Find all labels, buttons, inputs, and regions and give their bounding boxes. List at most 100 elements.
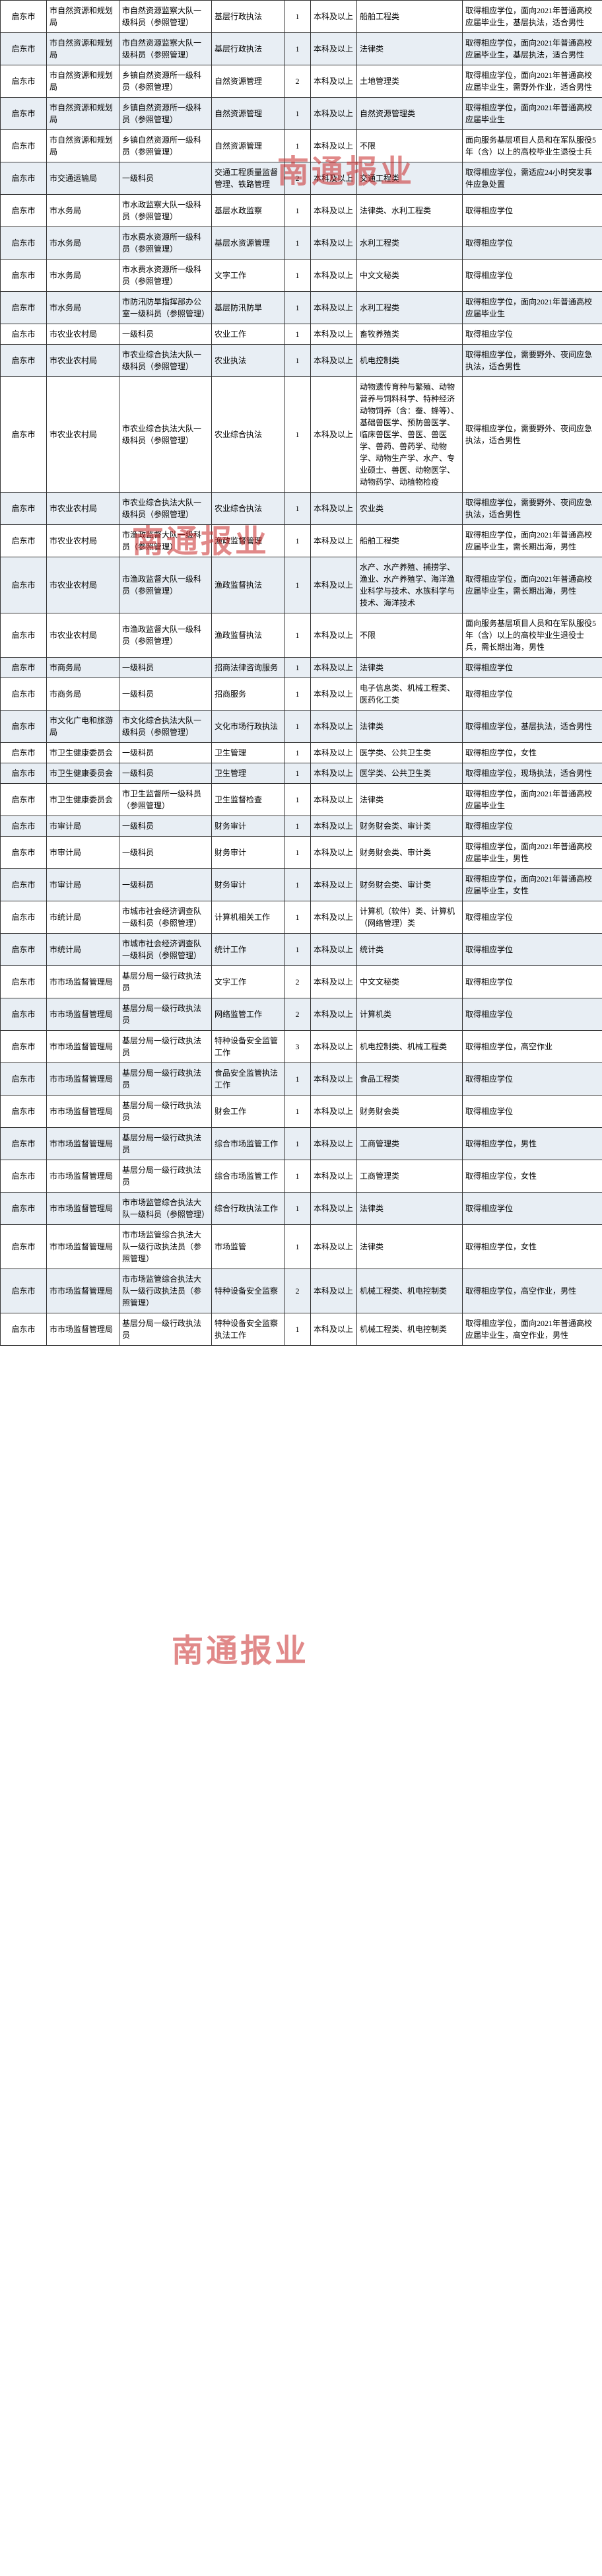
table-cell: 启东市 [1,377,47,493]
table-cell: 交通工程质量监督管理、铁路管理 [212,162,284,195]
table-row: 启东市市卫生健康委员会市卫生监督所一级科员（参照管理）卫生监督检查1本科及以上法… [1,784,602,816]
table-cell: 本科及以上 [311,1269,357,1313]
table-cell: 市卫生健康委员会 [47,743,119,763]
table-cell: 本科及以上 [311,557,357,613]
table-cell: 2 [284,966,311,998]
table-cell: 启东市 [1,557,47,613]
table-cell: 综合行政执法工作 [212,1193,284,1225]
table-cell: 法律类、水利工程类 [357,195,463,227]
table-cell: 取得相应学位 [463,1096,602,1128]
table-cell: 自然资源管理类 [357,98,463,130]
table-cell: 市商务局 [47,678,119,711]
table-cell: 法律类 [357,33,463,65]
table-cell: 市农业综合执法大队一级科员（参照管理） [119,345,212,377]
watermark: 南通报业 [172,1624,309,1671]
table-cell: 法律类 [357,784,463,816]
table-cell: 面向服务基层项目人员和在军队服役5年（含）以上的高校毕业生退役士兵，需长期出海，… [463,613,602,658]
table-cell: 1 [284,493,311,525]
table-cell: 本科及以上 [311,130,357,162]
table-cell: 取得相应学位，女性 [463,1160,602,1193]
table-cell: 中文文秘类 [357,260,463,292]
table-cell: 财务财会类、审计类 [357,816,463,837]
table-cell: 1 [284,227,311,260]
table-cell: 取得相应学位 [463,260,602,292]
table-cell: 市市场监督管理局 [47,1313,119,1346]
table-cell: 取得相应学位，面向2021年普通高校应届毕业生 [463,784,602,816]
table-row: 启东市市卫生健康委员会一级科员卫生管理1本科及以上医学类、公共卫生类取得相应学位… [1,763,602,784]
table-cell: 取得相应学位，面向2021年普通高校应届毕业生，高空作业，男性 [463,1313,602,1346]
table-row: 启东市市农业农村局市渔政监督大队一级科员（参照管理）渔政监督管理1本科及以上船舶… [1,525,602,557]
table-cell: 启东市 [1,260,47,292]
table-cell: 自然资源管理 [212,98,284,130]
table-row: 启东市市自然资源和规划局乡镇自然资源所一级科员（参照管理）自然资源管理1本科及以… [1,130,602,162]
table-cell: 市渔政监督大队一级科员（参照管理） [119,557,212,613]
table-cell: 一级科员 [119,678,212,711]
table-cell: 取得相应学位，男性 [463,1128,602,1160]
table-cell: 市农业农村局 [47,324,119,345]
table-cell: 取得相应学位，面向2021年普通高校应届毕业生 [463,292,602,324]
table-cell: 市水务局 [47,292,119,324]
table-cell: 取得相应学位，面向2021年普通高校应届毕业生，基层执法，适合男性 [463,1,602,33]
table-cell: 本科及以上 [311,613,357,658]
table-cell: 中文文秘类 [357,966,463,998]
table-cell: 启东市 [1,613,47,658]
table-cell: 基层分局一级行政执法员 [119,1063,212,1096]
table-cell: 启东市 [1,1160,47,1193]
table-cell: 市水务局 [47,227,119,260]
table-cell: 市防汛防旱指挥部办公室一级科员（参照管理） [119,292,212,324]
table-cell: 市审计局 [47,837,119,869]
table-cell: 市农业农村局 [47,345,119,377]
table-cell: 1 [284,743,311,763]
table-row: 启东市市审计局一级科员财务审计1本科及以上财务财会类、审计类取得相应学位，面向2… [1,869,602,901]
table-cell: 一级科员 [119,816,212,837]
table-cell: 市交通运输局 [47,162,119,195]
recruitment-table: 启东市市自然资源和规划局市自然资源监察大队一级科员（参照管理）基层行政执法1本科… [0,0,602,1346]
table-cell: 文字工作 [212,966,284,998]
table-cell: 统计工作 [212,934,284,966]
table-cell: 招商服务 [212,678,284,711]
table-cell: 本科及以上 [311,1193,357,1225]
table-cell: 特种设备安全监察 [212,1269,284,1313]
table-cell: 1 [284,525,311,557]
table-cell: 一级科员 [119,743,212,763]
table-cell: 1 [284,292,311,324]
table-cell: 启东市 [1,1096,47,1128]
table-cell: 取得相应学位 [463,195,602,227]
table-cell: 1 [284,1193,311,1225]
table-cell: 本科及以上 [311,763,357,784]
table-cell: 工商管理类 [357,1128,463,1160]
table-cell: 启东市 [1,98,47,130]
table-row: 启东市市市场监督管理局市市场监管综合执法大队一级行政执法员（参照管理）市场监管1… [1,1225,602,1269]
table-cell: 取得相应学位 [463,816,602,837]
table-cell: 乡镇自然资源所一级科员（参照管理） [119,130,212,162]
table-cell: 卫生管理 [212,743,284,763]
table-cell: 市市场监督管理局 [47,1031,119,1063]
table-row: 启东市市自然资源和规划局乡镇自然资源所一级科员（参照管理）自然资源管理2本科及以… [1,65,602,98]
table-cell: 市自然资源和规划局 [47,33,119,65]
table-cell: 财务财会类、审计类 [357,869,463,901]
table-cell: 1 [284,324,311,345]
table-cell: 市市场监督管理局 [47,1193,119,1225]
table-row: 启东市市农业农村局市渔政监督大队一级科员（参照管理）渔政监督执法1本科及以上不限… [1,613,602,658]
table-cell: 市卫生健康委员会 [47,784,119,816]
table-row: 启东市市自然资源和规划局市自然资源监察大队一级科员（参照管理）基层行政执法1本科… [1,1,602,33]
table-cell: 机械工程类、机电控制类 [357,1269,463,1313]
table-cell: 启东市 [1,1,47,33]
table-cell: 法律类 [357,1193,463,1225]
table-cell: 启东市 [1,33,47,65]
table-cell: 医学类、公共卫生类 [357,763,463,784]
table-cell: 市城市社会经济调查队一级科员（参照管理） [119,934,212,966]
table-cell: 招商法律咨询服务 [212,658,284,678]
table-cell: 启东市 [1,1269,47,1313]
table-row: 启东市市市场监督管理局基层分局一级行政执法员网络监管工作2本科及以上计算机类取得… [1,998,602,1031]
table-cell: 1 [284,98,311,130]
table-cell: 1 [284,260,311,292]
table-cell: 本科及以上 [311,1063,357,1096]
table-cell: 启东市 [1,65,47,98]
table-cell: 本科及以上 [311,377,357,493]
table-cell: 文字工作 [212,260,284,292]
table-row: 启东市市水务局市水政监察大队一级科员（参照管理）基层水政监察1本科及以上法律类、… [1,195,602,227]
table-cell: 取得相应学位 [463,934,602,966]
table-cell: 市渔政监督大队一级科员（参照管理） [119,525,212,557]
table-cell: 市市场监督管理局 [47,966,119,998]
